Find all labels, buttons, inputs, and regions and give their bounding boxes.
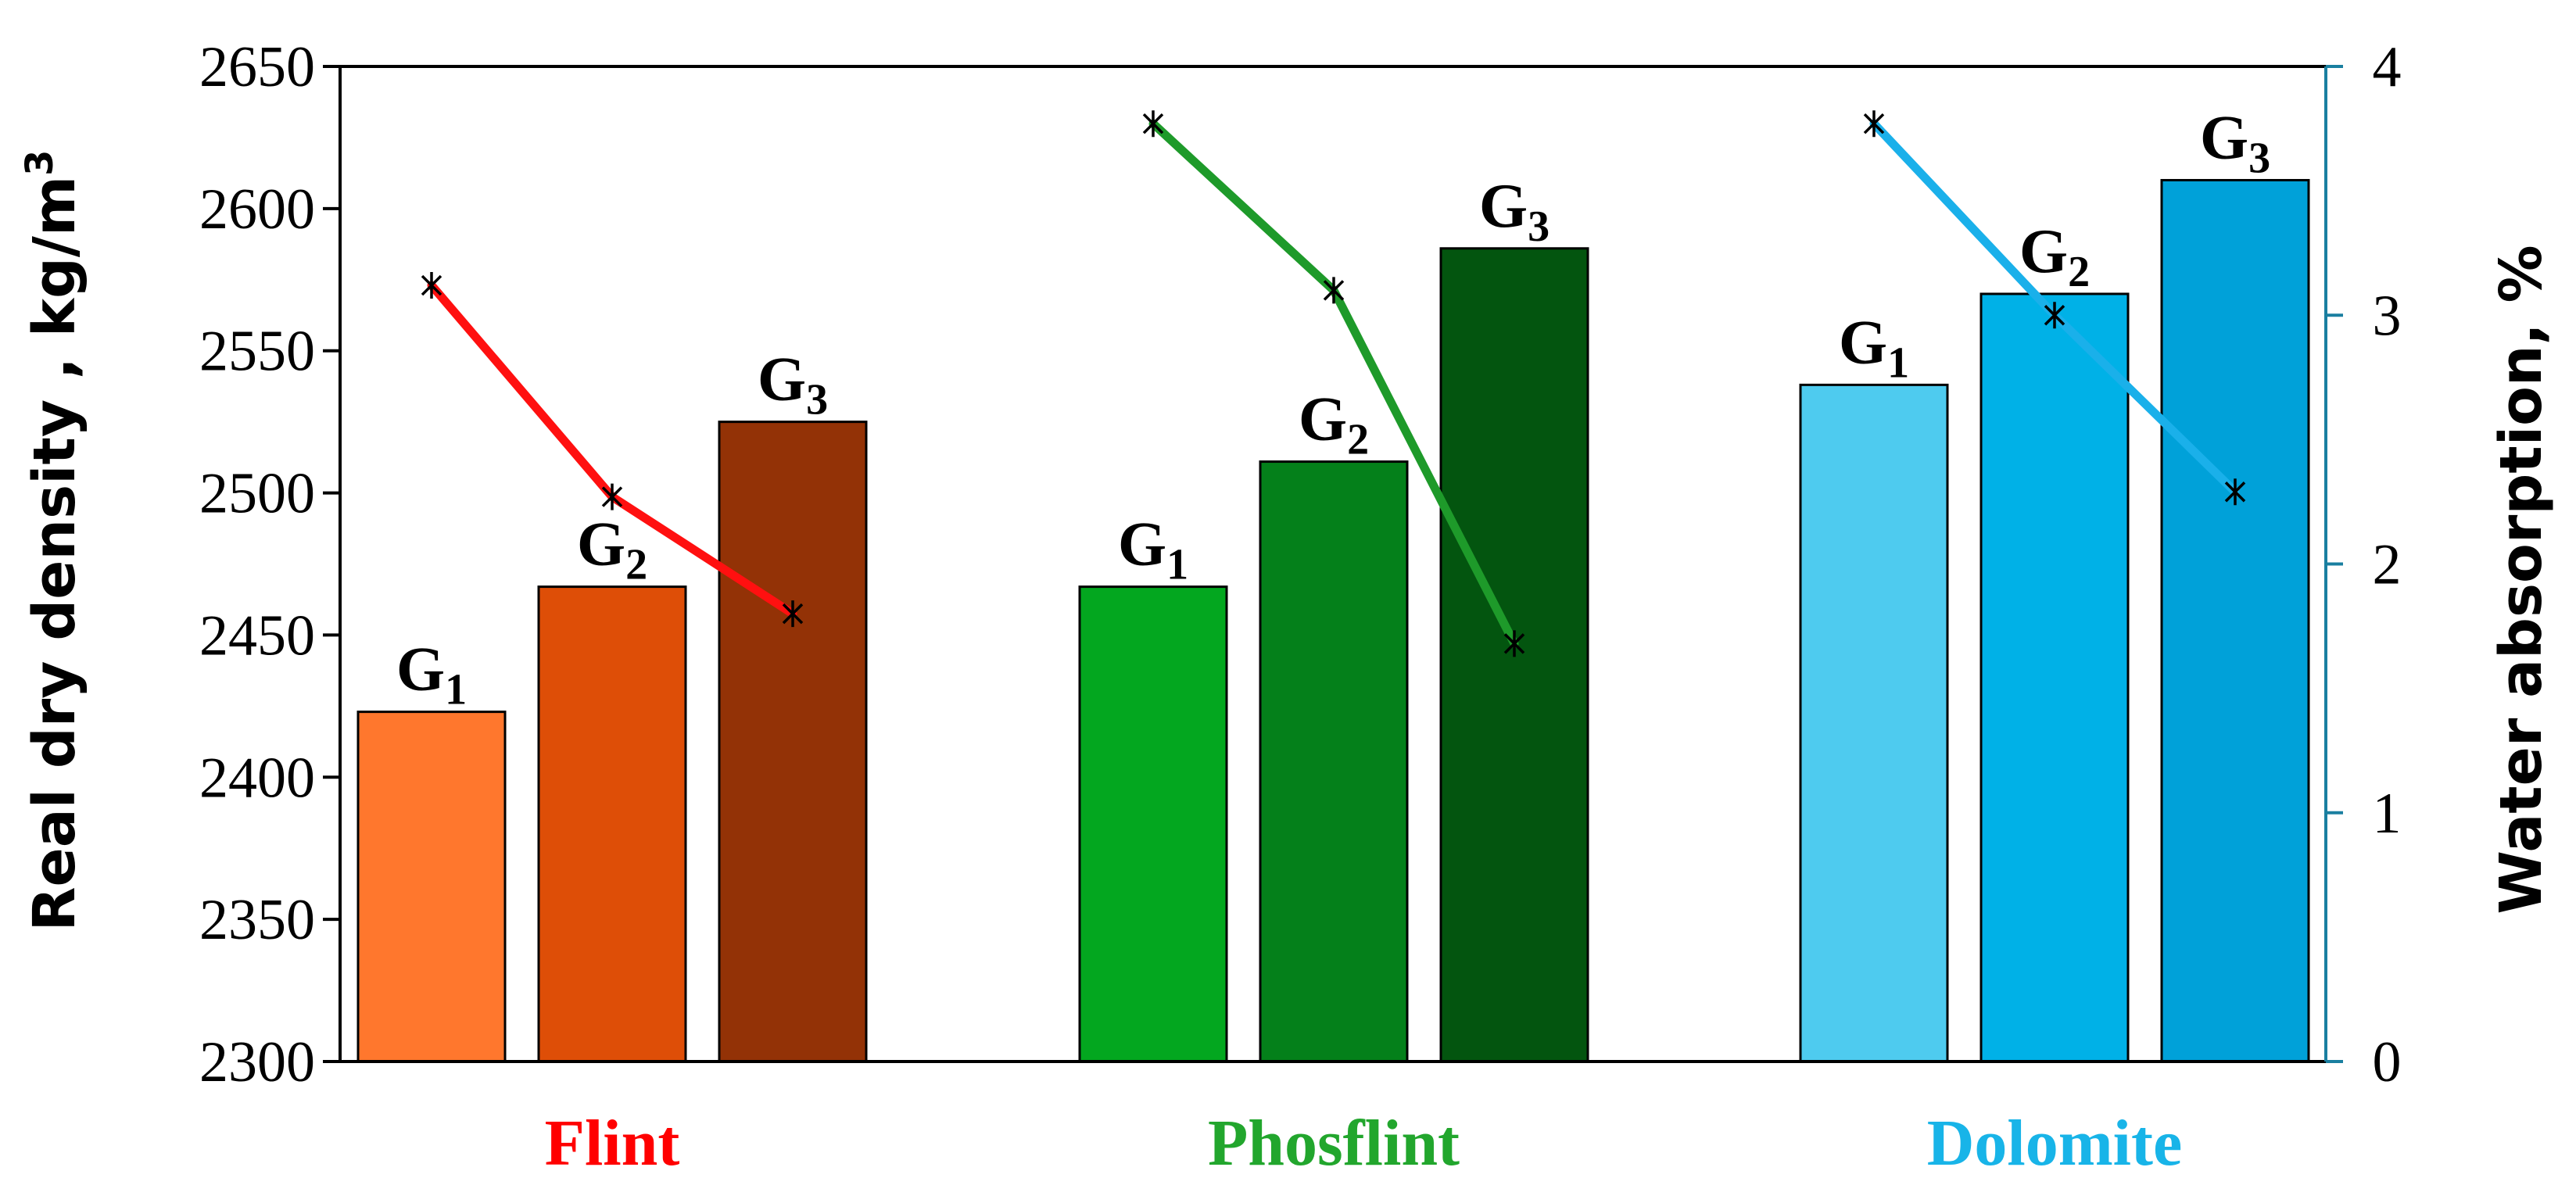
axes-layer: 2300 2350 2400 2450 2500 2550 2600 2650 0 1 2 3 4 Rea…: [18, 35, 2555, 1094]
bar-flint-g3: [718, 421, 868, 1063]
y-axis-left-title: Real dry density , kg/m3: [18, 150, 88, 932]
y-left-tick-label: 2650: [199, 35, 315, 99]
bar-label-subscript: 2: [625, 541, 647, 589]
bar-label-dolomite-g1: G1: [1839, 308, 1909, 387]
marker-water-absorption-dolomite-g1: [1863, 110, 1885, 138]
marker-water-absorption-phosflint-g1: [1142, 110, 1164, 138]
bar-label-subscript: 2: [2068, 248, 2090, 296]
y-axis-right-title: Water absorption, %: [2488, 245, 2555, 914]
bar-label-letter: G: [577, 510, 625, 579]
y-left-tick-label: 2500: [199, 462, 315, 526]
bar-label-letter: G: [396, 636, 445, 704]
bar-label-dolomite-g3: G3: [2200, 103, 2270, 182]
marker-water-absorption-dolomite-g3: [2224, 478, 2246, 506]
bar-label-letter: G: [1118, 510, 1166, 579]
category-label-dolomite: Dolomite: [1927, 1107, 2183, 1180]
bar-label-subscript: 1: [1166, 541, 1188, 589]
bar-dolomite-g2: [1979, 292, 2130, 1063]
bar-flint-g2: [537, 585, 687, 1063]
bar-label-subscript: 1: [445, 666, 467, 714]
bar-label-dolomite-g2: G2: [2019, 217, 2090, 296]
bar-label-letter: G: [2019, 217, 2068, 286]
bar-label-subscript: 3: [1528, 202, 1550, 251]
category-label-phosflint: Phosflint: [1208, 1107, 1460, 1180]
y-right-tick-label: 4: [2373, 35, 2402, 99]
bar-label-phosflint-g2: G2: [1299, 385, 1369, 464]
bar-phosflint-g1: [1078, 585, 1228, 1063]
bar-label-subscript: 2: [1347, 416, 1369, 464]
y-axis-left-title-text: Real dry density , kg/m: [21, 176, 88, 932]
bar-label-subscript: 3: [806, 376, 828, 424]
bar-label-flint-g1: G1: [396, 636, 467, 714]
y-left-tick-label: 2400: [199, 746, 315, 810]
bar-label-letter: G: [1839, 308, 1887, 377]
y-right-tick-label: 0: [2373, 1030, 2402, 1094]
bar-label-phosflint-g3: G3: [1479, 172, 1550, 251]
bar-phosflint-g2: [1259, 460, 1409, 1063]
lines-layer: [421, 110, 2246, 657]
y-left-tick-label: 2350: [199, 888, 315, 952]
bar-label-phosflint-g1: G1: [1118, 510, 1188, 589]
bar-label-letter: G: [2200, 103, 2248, 172]
y-right-tick-label: 2: [2373, 533, 2402, 597]
category-label-flint: Flint: [545, 1107, 680, 1180]
bar-label-letter: G: [758, 346, 806, 414]
bar-label-letter: G: [1299, 385, 1347, 454]
y-right-tick-label: 3: [2373, 284, 2402, 348]
bar-label-subscript: 1: [1887, 338, 1909, 387]
bar-dolomite-g3: [2160, 178, 2310, 1063]
marker-water-absorption-flint-g1: [421, 272, 442, 299]
bar-flint-g1: [356, 711, 507, 1063]
marker-water-absorption-flint-g2: [601, 483, 623, 510]
y-axis-left-title-superscript: 3: [18, 150, 62, 176]
bar-dolomite-g1: [1799, 383, 1949, 1063]
marker-water-absorption-dolomite-g2: [2044, 302, 2065, 329]
bar-label-letter: G: [1479, 172, 1528, 241]
marker-water-absorption-phosflint-g3: [1503, 630, 1525, 657]
y-left-tick-label: 2550: [199, 320, 315, 384]
bars-layer: [356, 178, 2310, 1063]
y-left-tick-label: 2600: [199, 177, 315, 242]
bar-label-flint-g3: G3: [758, 346, 828, 424]
marker-water-absorption-phosflint-g2: [1323, 277, 1345, 304]
bar-label-flint-g2: G2: [577, 510, 647, 589]
marker-water-absorption-flint-g3: [782, 600, 804, 628]
y-left-tick-label: 2450: [199, 603, 315, 668]
y-left-tick-label: 2300: [199, 1030, 315, 1094]
y-right-tick-label: 1: [2373, 782, 2402, 846]
bar-label-subscript: 3: [2248, 134, 2270, 182]
